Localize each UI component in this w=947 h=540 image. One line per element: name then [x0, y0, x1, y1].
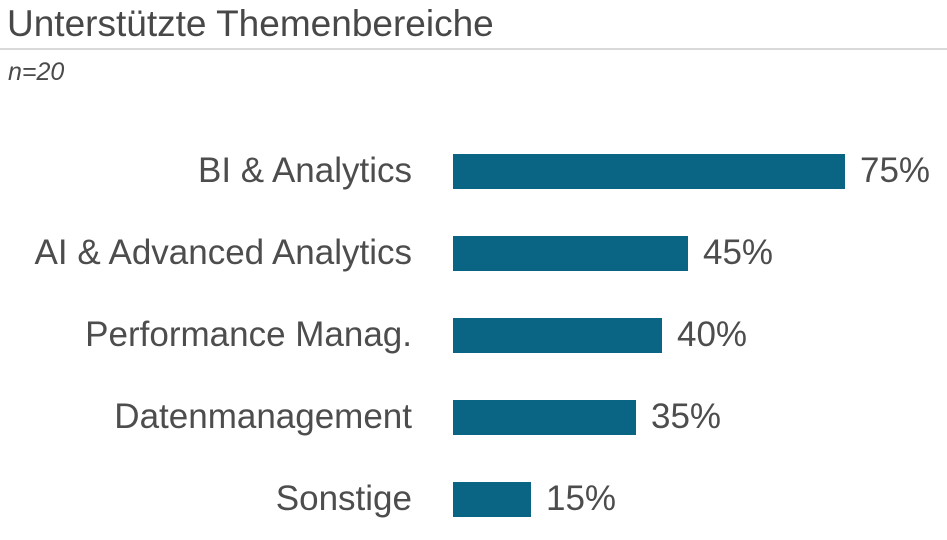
chart-row: Datenmanagement 35%	[0, 376, 947, 458]
sample-size-label: n=20	[8, 58, 65, 86]
category-label: Datenmanagement	[114, 397, 412, 436]
page-title: Unterstützte Themenbereiche	[7, 3, 494, 44]
category-label: BI & Analytics	[198, 151, 412, 190]
bar-container: 35%	[453, 397, 721, 437]
value-label: 15%	[546, 479, 617, 518]
chart-row: Sonstige 15%	[0, 458, 947, 540]
bar-container: 75%	[453, 151, 930, 191]
bar-chart: BI & Analytics 75% AI & Advanced Analyti…	[0, 130, 947, 540]
chart-row: AI & Advanced Analytics 45%	[0, 212, 947, 294]
bar	[453, 235, 688, 271]
value-label: 75%	[860, 151, 931, 190]
chart-row: BI & Analytics 75%	[0, 130, 947, 212]
value-label: 45%	[703, 233, 774, 272]
chart-row: Performance Manag. 40%	[0, 294, 947, 376]
bar-container: 15%	[453, 479, 616, 519]
category-label: AI & Advanced Analytics	[34, 233, 412, 272]
bar-container: 40%	[453, 315, 747, 355]
bar-container: 45%	[453, 233, 773, 273]
bar	[453, 481, 531, 517]
category-label: Sonstige	[275, 479, 412, 518]
bar	[453, 399, 636, 435]
category-label: Performance Manag.	[85, 315, 412, 354]
value-label: 40%	[677, 315, 748, 354]
value-label: 35%	[651, 397, 722, 436]
title-divider	[0, 48, 947, 50]
bar	[453, 153, 845, 189]
bar	[453, 317, 662, 353]
